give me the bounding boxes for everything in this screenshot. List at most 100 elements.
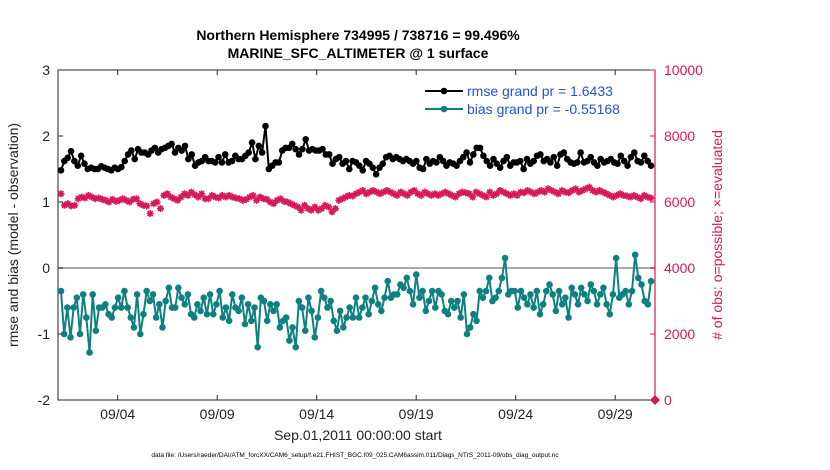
bias-point	[539, 301, 547, 308]
obs-evaluated-point	[229, 193, 237, 201]
rmse-point	[57, 167, 65, 174]
bias-point	[181, 301, 189, 308]
rmse-point	[372, 170, 380, 178]
bias-point	[292, 343, 300, 351]
rmse-point	[121, 157, 128, 165]
bias-point	[638, 281, 645, 288]
bias-point	[359, 304, 366, 311]
obs-evaluated-point	[163, 190, 171, 198]
obs-evaluated-point	[184, 191, 192, 199]
rmse-point	[221, 151, 229, 158]
bias-point	[384, 277, 392, 285]
bias-point	[165, 284, 173, 292]
bias-point	[635, 274, 642, 282]
bias-point	[451, 304, 458, 311]
rmse-point	[573, 159, 581, 166]
rmse-point	[356, 162, 363, 169]
rmse-point	[359, 167, 367, 174]
bias-point	[393, 291, 401, 298]
bias-point	[152, 314, 160, 321]
bias-point	[340, 324, 347, 331]
obs-evaluated-point	[81, 194, 89, 202]
rmse-point	[463, 149, 470, 156]
bias-point	[305, 294, 312, 302]
bias-point	[57, 287, 65, 295]
bias-point	[143, 287, 150, 295]
obs-evaluated-point	[256, 193, 264, 201]
obs-possible-point	[650, 395, 660, 405]
rmse-point	[523, 155, 531, 163]
obs-evaluated-point	[204, 195, 212, 203]
rmse-point	[215, 153, 222, 161]
rmse-point	[151, 144, 159, 152]
bias-point	[422, 307, 430, 315]
bias-point	[368, 297, 376, 305]
bias-point	[406, 287, 414, 295]
rmse-point	[627, 153, 635, 161]
obs-evaluated-point	[493, 190, 501, 198]
plot-area: -2 -1 0 1 2 3 0 2000 4000 6000 8000 10000 09/04 09/09…	[38, 62, 704, 422]
bias-point	[270, 307, 277, 315]
bias-point	[76, 330, 84, 338]
bias-point	[320, 294, 328, 302]
rmse-point	[218, 159, 226, 166]
rmse-point	[483, 157, 491, 165]
bias-point	[530, 304, 537, 311]
bias-point	[238, 294, 246, 302]
x-tick-label: 09/19	[399, 406, 434, 422]
obs-evaluated-point	[115, 196, 123, 204]
bias-point	[254, 343, 261, 351]
obs-evaluated-point	[325, 203, 333, 211]
obs-evaluated-point	[78, 193, 86, 201]
rmse-point	[587, 153, 594, 161]
rmse-point	[178, 147, 185, 154]
obs-evaluated-point	[506, 191, 514, 199]
bias-point	[216, 287, 223, 295]
right-tick-label: 10000	[664, 62, 703, 78]
bias-point	[203, 310, 211, 318]
obs-evaluated-point	[187, 188, 195, 196]
bias-point	[197, 307, 204, 315]
right-tick-label: 8000	[664, 128, 695, 144]
bias-point	[479, 294, 487, 302]
bias-point	[571, 291, 579, 298]
bias-point	[543, 287, 550, 295]
rmse-point	[77, 152, 85, 160]
bias-point	[603, 301, 610, 308]
obs-evaluated-point	[524, 186, 532, 194]
obs-evaluated-point	[328, 208, 336, 216]
rmse-point	[118, 163, 125, 171]
obs-evaluated-point	[465, 190, 473, 198]
bias-point	[333, 327, 341, 335]
obs-evaluated-point	[119, 195, 127, 203]
chart-subtitle: MARINE_SFC_ALTIMETER @ 1 surface	[228, 45, 489, 61]
bias-point	[520, 294, 528, 302]
bias-point	[416, 294, 423, 302]
bias-point	[276, 324, 284, 331]
rmse-point	[262, 122, 269, 130]
obs-evaluated-point	[167, 193, 175, 201]
bias-point	[127, 314, 135, 321]
obs-evaluated-point	[64, 200, 72, 208]
obs-evaluated-point	[541, 188, 549, 196]
bias-point	[260, 297, 268, 305]
bias-point	[596, 291, 604, 298]
obs-evaluated-point	[489, 191, 497, 199]
obs-evaluated-point	[386, 188, 394, 196]
bias-point	[501, 254, 509, 262]
obs-evaluated-point	[355, 188, 363, 196]
obs-evaluated-point	[283, 198, 291, 206]
bias-point	[124, 304, 131, 311]
obs-evaluated-point	[242, 195, 250, 203]
bias-point	[83, 314, 90, 321]
left-tick-label: 1	[42, 194, 50, 210]
rmse-point	[439, 157, 447, 165]
bias-point	[600, 284, 607, 292]
rmse-point	[292, 145, 299, 153]
bias-point	[444, 310, 452, 318]
bias-point	[374, 301, 382, 308]
obs-evaluated-point	[266, 198, 274, 206]
bias-point	[162, 297, 169, 305]
rmse-point	[486, 162, 494, 169]
obs-evaluated-point	[510, 190, 518, 198]
